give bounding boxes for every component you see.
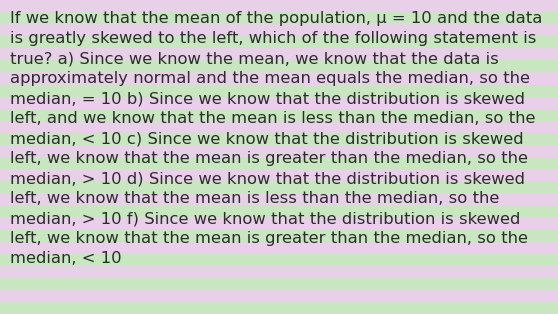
Bar	[0, 12, 558, 24]
Bar	[0, 60, 558, 73]
Bar	[0, 181, 558, 193]
Bar	[0, 24, 558, 36]
Bar	[0, 109, 558, 121]
Bar	[0, 278, 558, 290]
Bar	[0, 121, 558, 133]
Bar	[0, 290, 558, 302]
Bar	[0, 266, 558, 278]
Bar	[0, 205, 558, 217]
Bar	[0, 241, 558, 254]
Bar	[0, 133, 558, 145]
Bar	[0, 254, 558, 266]
Bar	[0, 97, 558, 109]
Bar	[0, 84, 558, 97]
Bar	[0, 302, 558, 314]
Bar	[0, 193, 558, 205]
Bar	[0, 48, 558, 60]
Bar	[0, 217, 558, 230]
Bar	[0, 169, 558, 181]
Bar	[0, 73, 558, 84]
Bar	[0, 230, 558, 241]
Text: If we know that the mean of the population, μ = 10 and the data
is greatly skewe: If we know that the mean of the populati…	[10, 11, 542, 267]
Bar	[0, 157, 558, 169]
Bar	[0, 0, 558, 12]
Bar	[0, 145, 558, 157]
Bar	[0, 36, 558, 48]
